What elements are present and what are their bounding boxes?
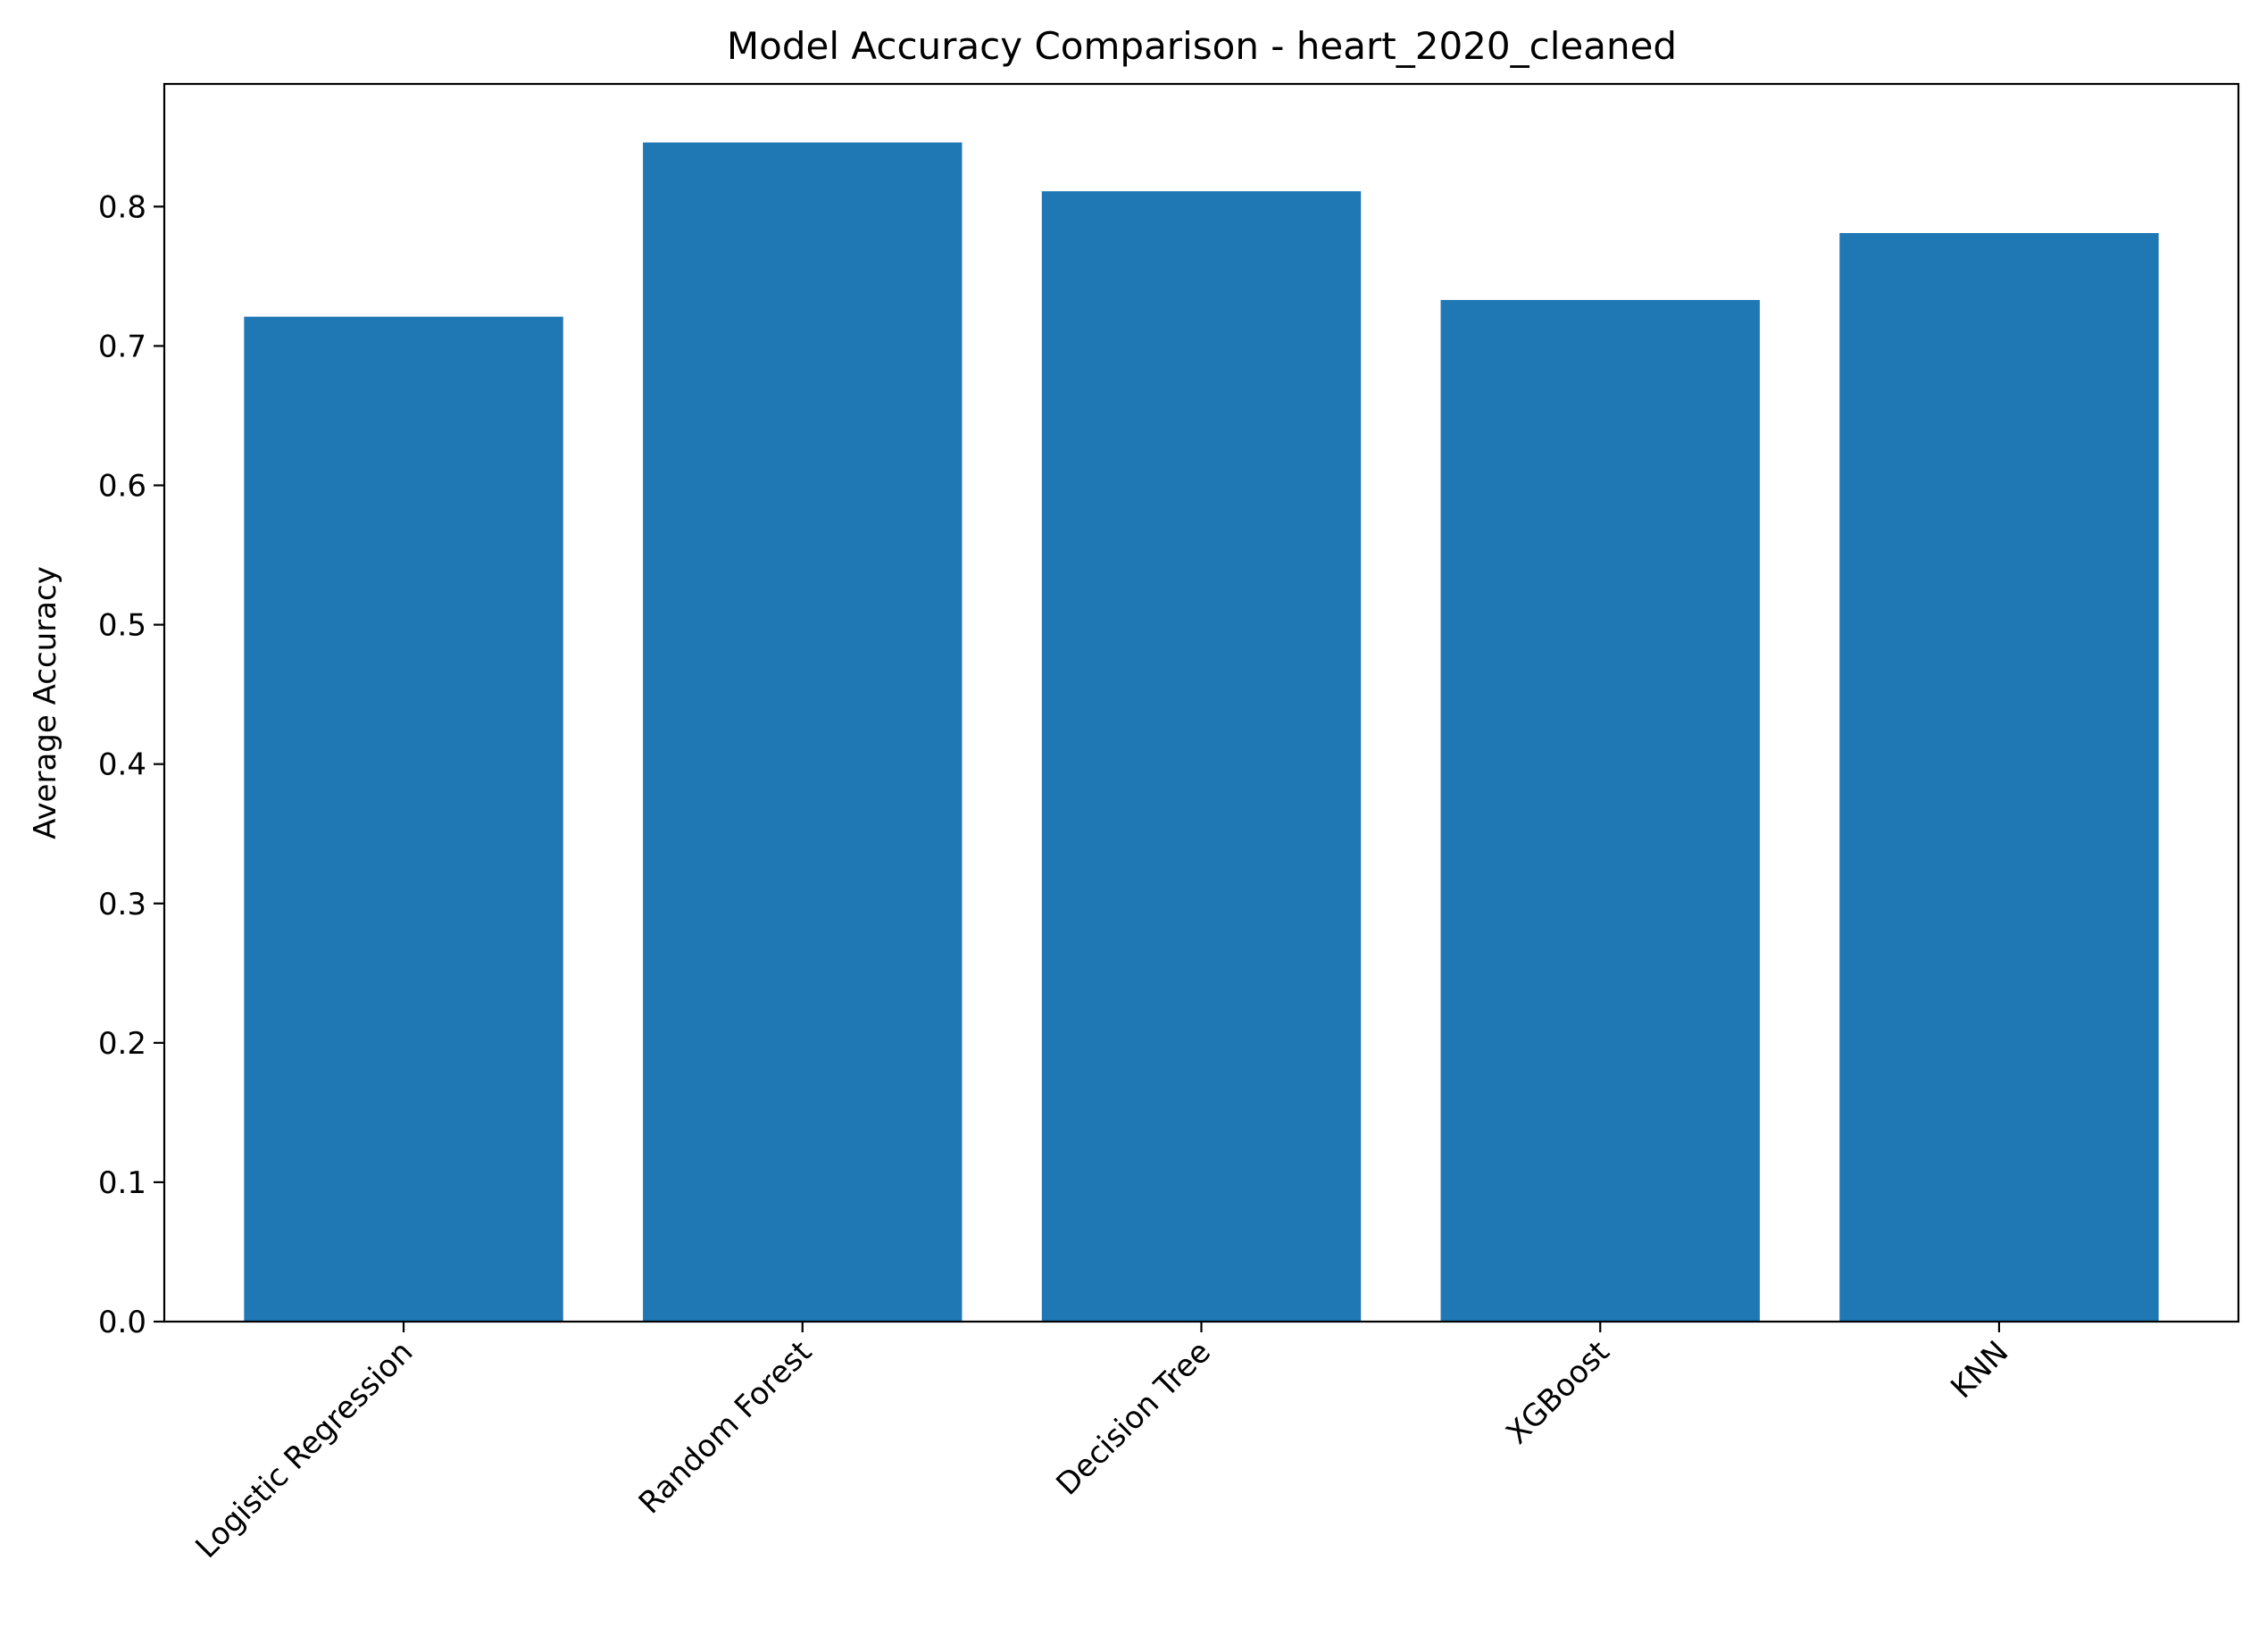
y-tick-label: 0.6 <box>98 469 146 505</box>
bars-group <box>244 142 2159 1322</box>
y-tick-label: 0.4 <box>98 747 146 783</box>
bar-random-forest <box>643 142 963 1322</box>
y-tick-label: 0.2 <box>98 1026 146 1062</box>
chart-title: Model Accuracy Comparison - heart_2020_c… <box>727 24 1677 68</box>
bar-decision-tree <box>1041 191 1362 1322</box>
y-tick-label: 0.3 <box>98 887 146 922</box>
y-axis-label: Average Accuracy <box>28 566 63 839</box>
y-axis-ticks: 0.0 0.1 0.2 0.3 0.4 0.5 0.6 0.7 0.8 <box>98 189 164 1340</box>
bar-logistic-regression <box>244 316 563 1322</box>
y-tick-label: 0.5 <box>98 608 146 644</box>
bar-knn <box>1839 233 2159 1322</box>
y-tick-label: 0.8 <box>98 189 146 225</box>
y-tick-label: 0.1 <box>98 1165 146 1201</box>
plot-frame <box>163 82 2240 1323</box>
bar-xgboost <box>1440 299 1760 1322</box>
y-tick-label: 0.0 <box>98 1305 146 1340</box>
y-tick-label: 0.7 <box>98 329 146 364</box>
